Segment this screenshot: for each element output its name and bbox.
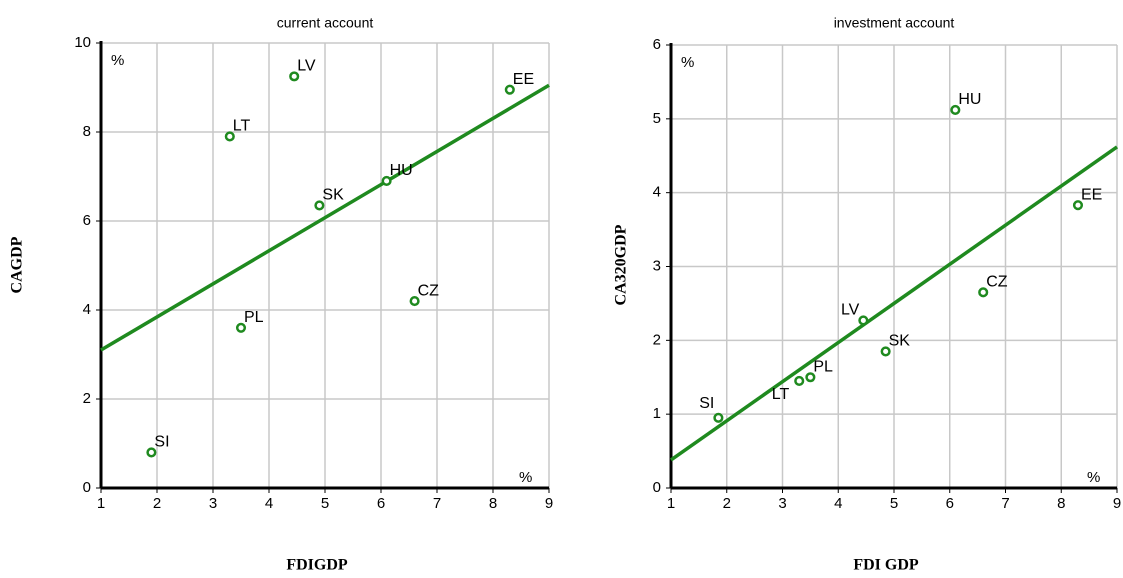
fit-line [100, 83, 550, 352]
point-label: EE [513, 71, 534, 88]
x-axis-label: FDI GDP [853, 557, 919, 574]
x-tick-label: 8 [489, 495, 497, 512]
x-tick-label: 6 [946, 495, 954, 512]
point-label: HU [958, 91, 981, 108]
x-unit: % [1087, 469, 1100, 486]
point-label: SK [322, 187, 344, 204]
point-label: LV [841, 302, 860, 319]
x-tick-label: 1 [97, 495, 105, 512]
point [235, 322, 247, 333]
y-tick-label: 2 [83, 390, 91, 407]
point [805, 372, 816, 383]
x-tick-label: 6 [377, 495, 385, 512]
point-label: SK [889, 333, 911, 350]
y-tick-label: 8 [83, 123, 91, 140]
x-unit: % [519, 469, 532, 486]
point-label: PL [244, 309, 264, 326]
x-tick-label: 8 [1057, 495, 1065, 512]
x-tick-label: 2 [153, 495, 161, 512]
x-tick-label: 3 [778, 495, 786, 512]
chart-title: current account [277, 15, 374, 31]
y-tick-label: 10 [74, 34, 91, 51]
point-label: LT [772, 386, 790, 403]
x-tick-label: 2 [723, 495, 731, 512]
point-label: EE [1081, 186, 1102, 203]
point [224, 131, 235, 142]
y-tick-label: 3 [653, 257, 661, 274]
point [381, 175, 392, 186]
point [794, 375, 805, 386]
point [978, 287, 989, 298]
y-axis-label: CAGDP [9, 236, 26, 293]
y-tick-label: 6 [83, 212, 91, 229]
point-label: SI [154, 434, 169, 451]
y-tick-label: 4 [83, 301, 91, 318]
point [504, 84, 515, 95]
point [858, 315, 869, 326]
point [713, 412, 724, 423]
point-label: PL [813, 358, 833, 375]
x-tick-label: 1 [667, 495, 675, 512]
point [289, 71, 300, 82]
y-unit: % [681, 54, 694, 71]
point-label: HU [390, 162, 413, 179]
x-tick-label: 5 [321, 495, 329, 512]
x-tick-label: 3 [209, 495, 217, 512]
point [409, 296, 420, 307]
point [146, 447, 157, 458]
point-label: LT [233, 118, 251, 135]
fit-line [669, 145, 1119, 462]
x-tick-label: 9 [545, 495, 553, 512]
y-tick-label: 0 [653, 479, 661, 496]
y-tick-label: 5 [653, 110, 661, 127]
x-axis-label: FDIGDP [286, 557, 348, 574]
point-label: CZ [986, 274, 1008, 291]
point [314, 200, 325, 211]
x-tick-label: 4 [265, 495, 273, 512]
x-tick-label: 7 [1001, 495, 1009, 512]
point-label: CZ [418, 282, 440, 299]
point-label: SI [699, 395, 714, 412]
y-tick-label: 1 [653, 405, 661, 422]
y-axis-label: CA320GDP [613, 224, 630, 305]
chart-title: investment account [834, 15, 955, 31]
y-tick-label: 2 [653, 331, 661, 348]
point [880, 346, 891, 357]
point [1072, 200, 1084, 211]
y-unit: % [111, 52, 124, 69]
y-tick-label: 4 [653, 184, 661, 201]
x-tick-label: 9 [1113, 495, 1121, 512]
x-tick-label: 4 [834, 495, 842, 512]
x-tick-label: 7 [433, 495, 441, 512]
point-label: LV [297, 58, 316, 75]
y-tick-label: 6 [653, 36, 661, 53]
point [950, 104, 961, 116]
x-tick-label: 5 [890, 495, 898, 512]
y-tick-label: 0 [83, 479, 91, 496]
